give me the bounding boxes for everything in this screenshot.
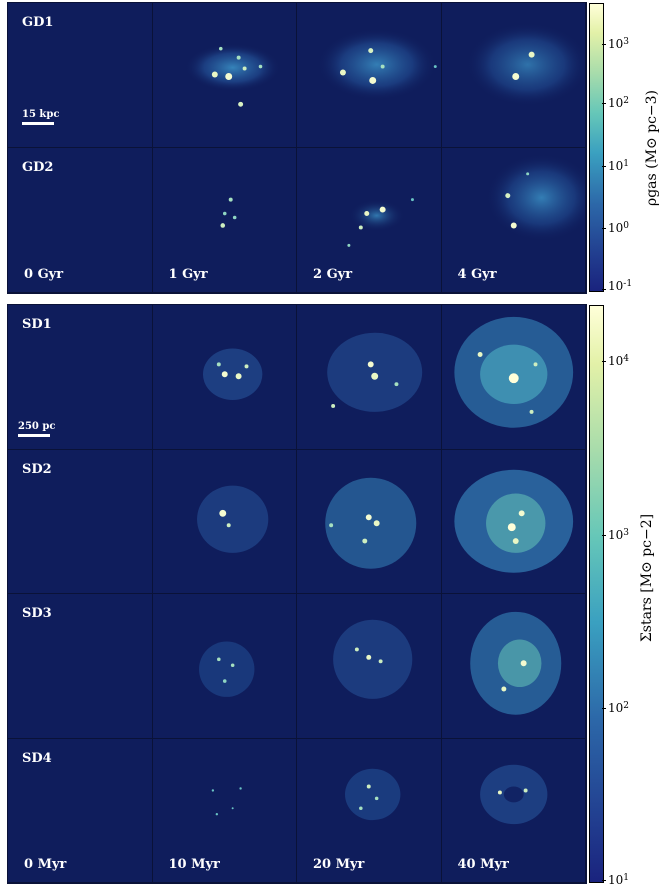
stellar-disk-image [453,469,573,573]
gas-blob-image [184,43,280,107]
stellar-disk-image [333,619,413,699]
panel-gd2-t2: 2 Gyr [297,148,442,293]
panel-sd2-t1 [152,449,297,594]
panel-sd4-t3: 40 Myr [441,738,586,883]
gas-tick-0: 103 [608,37,630,51]
row-label-sd2: SD2 [22,461,52,477]
row-label-gd1: GD1 [22,15,54,30]
gas-tick-2: 101 [608,159,630,173]
stellar-disk-image [479,764,547,824]
row-label-gd2: GD2 [22,160,54,175]
panel-sd2-t3 [441,449,586,594]
scale-bar-line [22,122,54,125]
time-label-1: 10 Myr [168,857,220,872]
stellar-disk-image [198,641,254,697]
panel-sd4-t2: 20 Myr [297,738,442,883]
stellar-disk-image [469,611,561,715]
time-label-3: 40 Myr [457,857,509,872]
gas-blob-image [485,153,585,242]
panel-gd2-t1: 1 Gyr [152,148,297,293]
stellar-disk-image [202,348,262,401]
gas-tick-4: 10-1 [608,279,633,293]
stellar-disk-image [325,477,417,569]
scale-bar-pc: 250 pc [18,421,55,437]
gas-blob-image [465,22,585,107]
panel-sd3-t1 [152,594,297,739]
scale-bar-label: 250 pc [18,421,56,432]
scale-bar-kpc: 15 kpc [22,109,59,125]
panel-sd1-t3 [441,305,586,450]
panel-sd1-t1 [152,305,297,450]
time-label-1: 1 Gyr [168,267,208,282]
time-label-0: 0 Myr [24,857,67,872]
stars-tick-2: 102 [608,701,630,715]
row-label-sd3: SD3 [22,606,52,621]
stars-tick-0: 104 [608,354,630,368]
gas-tick-3: 100 [608,221,630,235]
time-label-2: 2 Gyr [313,267,353,282]
stellar-disk-image [327,332,423,412]
gas-colorbar-label: ρgas (M⊙ pc−3) [644,89,660,207]
gas-blob-image [219,197,236,228]
panel-sd2-t0: SD2 [8,449,153,594]
stellar-disk-image [196,485,268,553]
row-label-sd4: SD4 [22,750,52,766]
gas-colorbar [589,3,604,292]
stars-colorbar-label: Σstars [M⊙ pc−2] [639,513,655,643]
panel-gd1-t0: GD1 15 kpc [8,3,153,148]
stars-tick-1: 103 [608,528,630,542]
time-label-3: 4 Gyr [457,267,497,282]
panel-gd1-t1 [152,3,297,148]
row-label-sd1: SD1 [22,317,52,332]
time-label-2: 20 Myr [313,857,365,872]
stellar-disk-image [453,316,573,428]
scale-bar-line [18,434,50,437]
gas-blob-image [347,198,414,247]
panel-gd1-t2 [297,3,442,148]
panel-sd1-t2 [297,305,442,450]
panel-gd2-t0: GD2 0 Gyr [8,148,153,293]
stellar-disk-image [211,786,242,815]
panel-sd3-t3 [441,594,586,739]
stars-grid: SD1 250 pc [7,304,587,884]
panel-sd4-t0: SD4 0 Myr [8,738,153,883]
stars-colorbar [589,305,604,883]
scale-bar-label: 15 kpc [22,109,60,120]
panel-sd3-t2 [297,594,442,739]
panel-sd3-t0: SD3 [8,594,153,739]
stars-tick-3: 101 [608,873,630,887]
panel-sd2-t2 [297,449,442,594]
gas-grid: GD1 15 kpc [7,2,587,294]
panel-gd2-t3: 4 Gyr [441,148,586,293]
gas-tick-1: 102 [608,96,630,110]
panel-sd1-t0: SD1 250 pc [8,305,153,450]
stellar-disk-image [344,768,401,820]
time-label-0: 0 Gyr [24,267,64,282]
panel-sd4-t1: 10 Myr [152,738,297,883]
gas-blob-image [317,28,437,101]
panel-gd1-t3 [441,3,586,148]
